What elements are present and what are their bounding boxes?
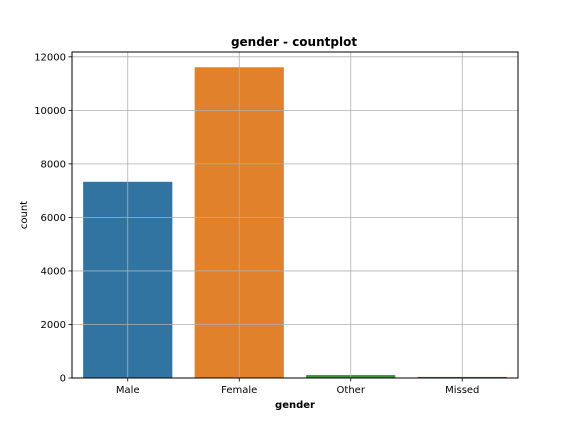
x-tick-label: Female	[221, 385, 257, 396]
y-tick-label: 8000	[41, 159, 66, 170]
x-tick-label: Male	[116, 385, 140, 396]
y-axis-label: count	[19, 201, 30, 229]
y-tick-label: 12000	[34, 52, 66, 63]
y-tick-label: 2000	[41, 320, 66, 331]
x-axis-ticks: Male Female Other Missed	[116, 378, 479, 396]
bars	[83, 67, 507, 378]
x-tick-label: Other	[337, 385, 366, 396]
y-tick-label: 6000	[41, 213, 66, 224]
x-tick-label: Missed	[445, 385, 479, 396]
x-axis-label: gender	[275, 400, 315, 411]
grid-lines	[72, 52, 518, 379]
plot-frame	[71, 51, 519, 379]
y-axis-ticks: 0 2000 4000 6000 8000 10000 12000	[34, 52, 72, 385]
chart-title: gender - countplot	[231, 35, 357, 49]
y-tick-label: 10000	[34, 106, 66, 117]
y-tick-label: 4000	[41, 266, 66, 277]
y-tick-label: 0	[60, 374, 66, 385]
